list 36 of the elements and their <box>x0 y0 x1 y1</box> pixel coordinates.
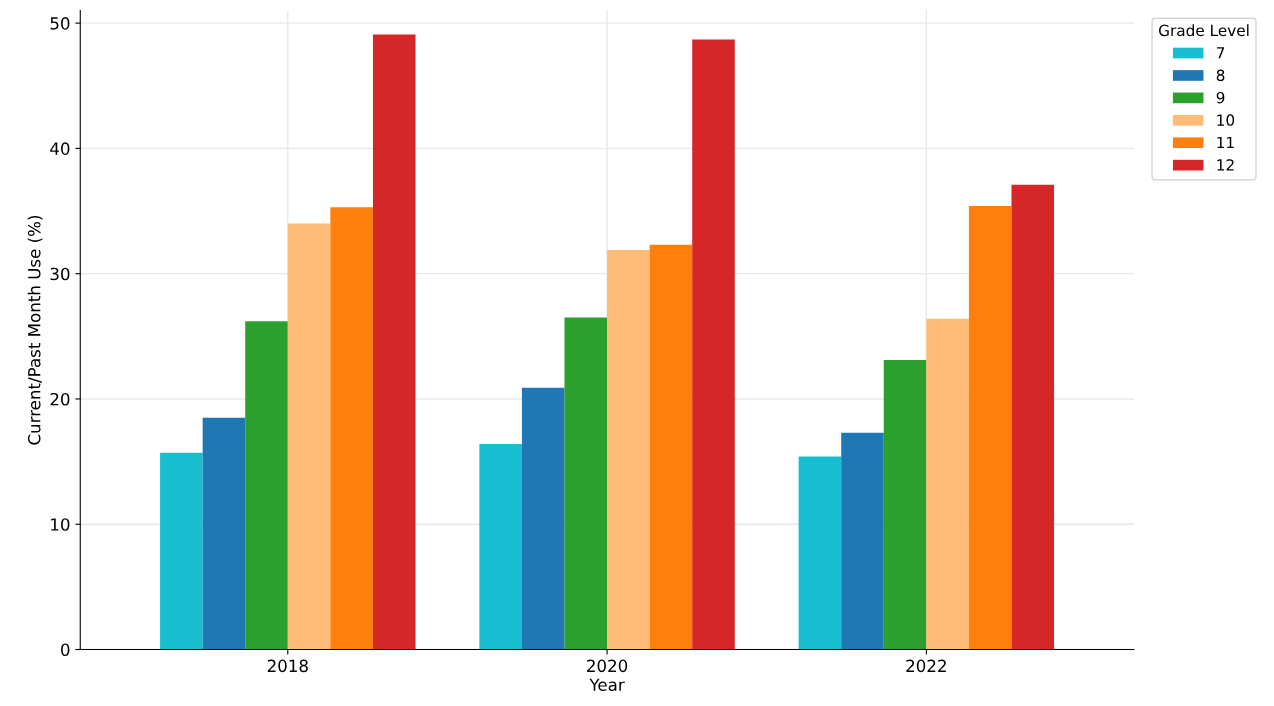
bar <box>287 223 331 650</box>
y-tick-label: 20 <box>50 392 70 406</box>
bar <box>607 249 650 650</box>
x-tick-label: 2020 <box>587 659 628 673</box>
legend-label: 11 <box>1217 136 1234 149</box>
legend-label: 8 <box>1216 69 1225 82</box>
x-tick-label: 2018 <box>267 659 308 673</box>
y-tick-label: 50 <box>50 17 70 30</box>
legend-title: Grade Level <box>1159 24 1249 37</box>
legend-label: 10 <box>1217 114 1235 126</box>
x-axis-title: Year <box>589 678 625 692</box>
bar <box>926 318 969 650</box>
bar <box>330 207 373 650</box>
bar <box>245 321 288 650</box>
y-tick-label: 10 <box>51 518 70 531</box>
bar <box>160 452 203 650</box>
bar <box>1011 184 1055 650</box>
bar <box>883 360 927 650</box>
y-tick-label: 40 <box>50 142 70 155</box>
bar <box>564 317 608 650</box>
legend-label: 7 <box>1216 47 1225 59</box>
bar <box>968 206 1012 650</box>
legend-label: 12 <box>1217 159 1234 171</box>
x-tick-label: 2022 <box>906 659 946 673</box>
y-tick-label: 0 <box>61 643 70 657</box>
bar <box>649 244 693 650</box>
legend-label: 9 <box>1216 91 1225 104</box>
y-tick-label: 30 <box>50 267 70 281</box>
bar <box>841 432 884 650</box>
bar <box>692 39 735 650</box>
bar <box>521 387 565 650</box>
bar <box>372 34 416 650</box>
bar <box>798 456 842 650</box>
y-axis-title: Current/Past Month Use (%) <box>27 215 43 445</box>
bar <box>479 444 522 650</box>
bar <box>202 417 246 650</box>
